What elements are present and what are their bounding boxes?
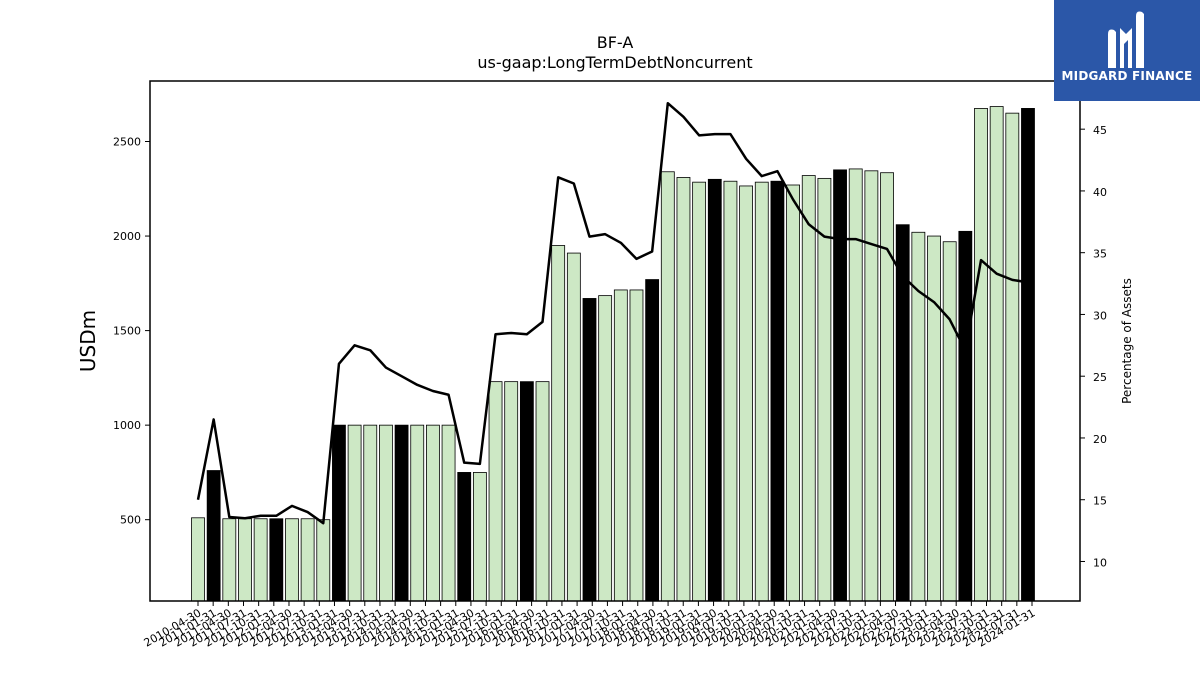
bar	[582, 298, 597, 602]
bar	[300, 518, 315, 602]
bar	[394, 424, 409, 602]
y-tick-label: 1000	[113, 419, 141, 432]
bar	[285, 518, 299, 602]
bar	[347, 424, 362, 602]
bar	[253, 518, 268, 602]
bar	[332, 424, 346, 602]
bar	[629, 289, 644, 602]
y-tick-label: 1500	[113, 325, 141, 338]
bar	[457, 472, 472, 602]
y-right-tick-label: 40	[1093, 186, 1107, 199]
y-right-tick-label: 30	[1093, 309, 1107, 322]
bar	[786, 184, 800, 602]
bar	[238, 518, 252, 602]
y-tick-label: 2000	[113, 230, 141, 243]
bar	[441, 424, 456, 602]
bar	[598, 295, 613, 602]
y-axis-right: 10 15 20 25 30 35 40 45	[1080, 124, 1107, 569]
bar	[316, 519, 331, 602]
bar	[206, 470, 221, 602]
bar	[739, 185, 753, 602]
y-right-tick-label: 35	[1093, 248, 1107, 261]
bar	[833, 169, 847, 602]
bar	[723, 180, 738, 602]
bar	[613, 289, 628, 602]
bar	[754, 181, 769, 602]
bar	[566, 252, 581, 602]
bar	[519, 381, 534, 602]
y-right-tick-label: 15	[1093, 495, 1107, 508]
bar	[1021, 108, 1035, 602]
bars-group	[191, 106, 1035, 602]
brand-logo: MIDGARD FINANCE	[1054, 0, 1200, 101]
bar	[927, 235, 941, 602]
bar	[817, 177, 832, 602]
bar	[363, 424, 378, 602]
bar	[880, 172, 894, 602]
logo-text: MIDGARD FINANCE	[1061, 69, 1193, 83]
bar	[379, 424, 393, 602]
y-axis-left: 500 1000 1500 2000 2500	[113, 136, 150, 527]
percentage-line	[196, 101, 1029, 525]
bar	[410, 424, 425, 602]
bar	[551, 245, 566, 602]
bar	[645, 279, 660, 602]
bar	[989, 106, 1004, 602]
y-tick-label: 2500	[113, 136, 141, 149]
bar	[472, 472, 487, 602]
bar	[801, 175, 816, 602]
y-axis-right-label: Percentage of Assets	[1120, 278, 1134, 404]
bar	[864, 170, 879, 602]
bar	[222, 518, 237, 602]
y-tick-label: 500	[120, 514, 141, 527]
bar	[269, 518, 284, 602]
bar	[692, 181, 707, 602]
y-axis-label: USDm	[76, 310, 100, 372]
y-right-tick-label: 45	[1093, 124, 1107, 137]
bar	[504, 381, 519, 602]
bar	[958, 230, 973, 602]
bar	[676, 177, 691, 602]
bar	[660, 171, 675, 602]
bar	[974, 108, 988, 602]
bar	[425, 424, 440, 602]
bar	[770, 180, 785, 602]
x-axis: 2010-04-302011-01-312011-04-302011-07-31…	[142, 601, 1038, 650]
bar	[1005, 112, 1020, 602]
y-right-tick-label: 20	[1093, 433, 1107, 446]
y-right-tick-label: 10	[1093, 556, 1107, 569]
bar	[535, 381, 550, 602]
bar	[942, 241, 957, 602]
chart-subtitle: us-gaap:LongTermDebtNoncurrent	[477, 53, 752, 72]
plot-frame	[149, 80, 1081, 602]
bar	[191, 517, 205, 602]
bar	[707, 178, 722, 602]
bar	[488, 381, 503, 602]
chart-title: BF-A	[597, 33, 634, 52]
y-right-tick-label: 25	[1093, 371, 1107, 384]
logo-icon	[1108, 11, 1144, 68]
bar	[848, 168, 863, 602]
